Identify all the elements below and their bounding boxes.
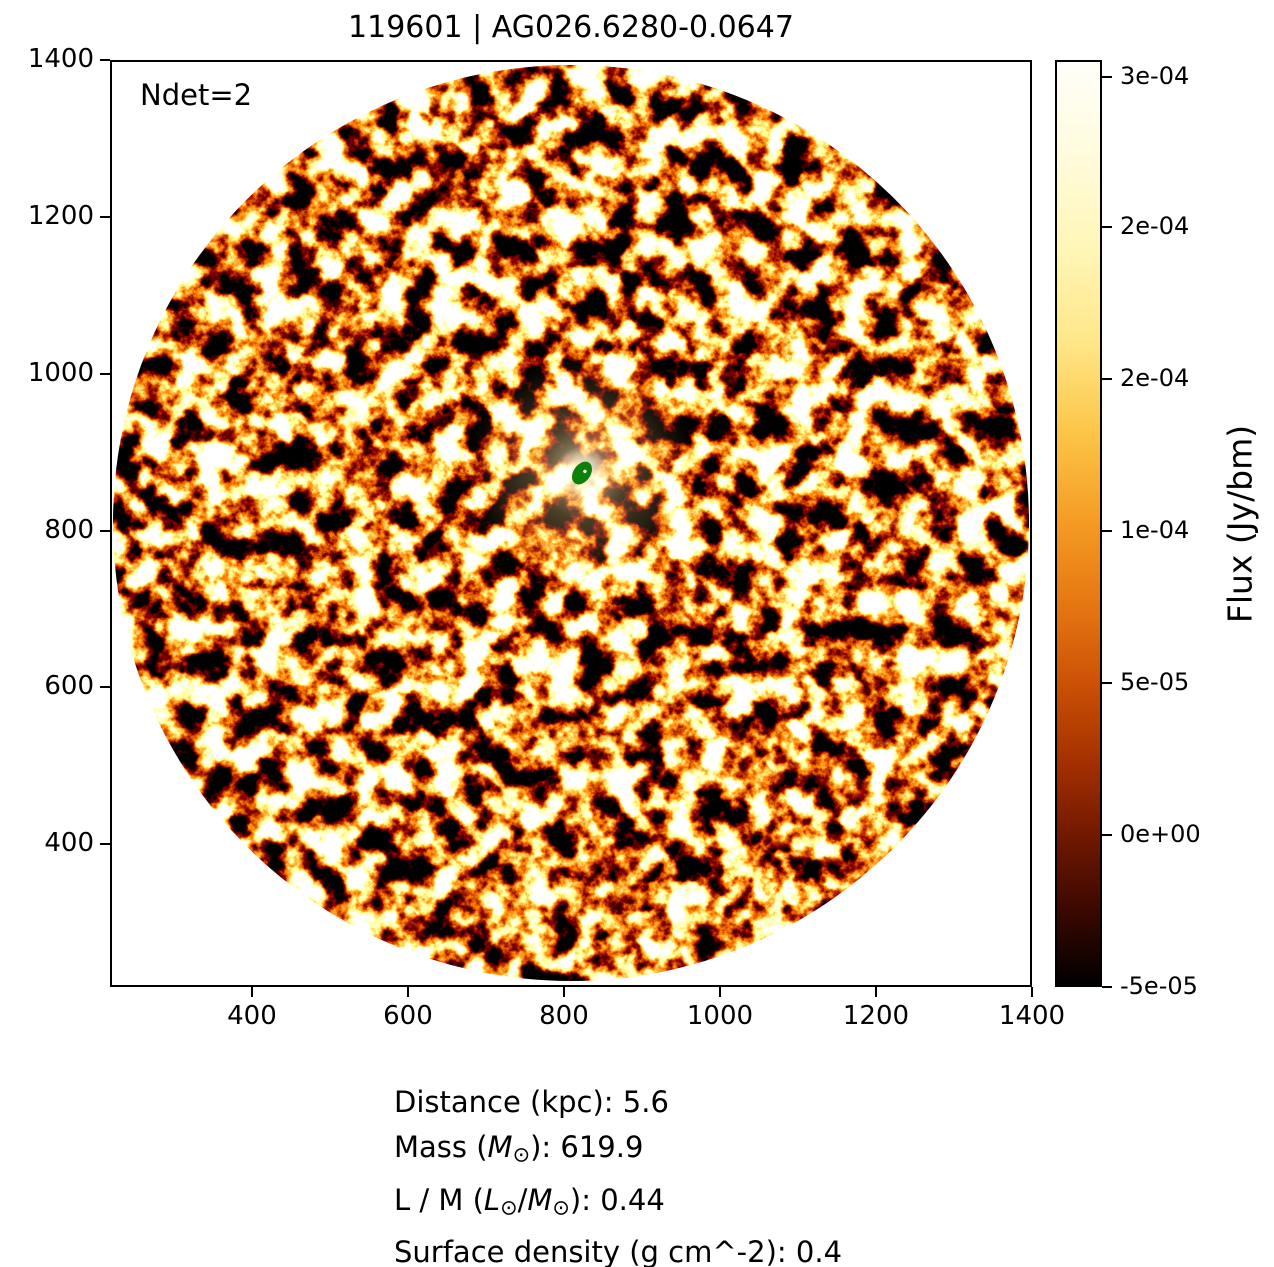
info-text-segment: / — [517, 1182, 528, 1217]
x-tick-mark — [406, 987, 409, 997]
x-tick-label: 400 — [227, 1001, 277, 1031]
colorbar-tick-mark — [1102, 75, 1112, 78]
colorbar-tick-mark — [1102, 681, 1112, 684]
y-tick-label: 400 — [44, 828, 94, 859]
colorbar-tick-label: 5e-05 — [1120, 667, 1190, 696]
info-text-segment: ): 619.9 — [530, 1130, 644, 1164]
x-tick-mark — [874, 987, 877, 997]
colorbar — [1055, 60, 1102, 987]
source-info-block: Distance (kpc): 5.6 Mass (M⊙): 619.9 L / M… — [394, 1080, 842, 1267]
x-tick-label: 1400 — [998, 1001, 1066, 1031]
info-line: Distance (kpc): 5.6 — [394, 1080, 842, 1125]
info-text-segment: M — [487, 1130, 513, 1164]
plot-axes: Ndet=2 — [110, 60, 1032, 987]
info-text-segment: Mass ( — [394, 1130, 488, 1164]
info-text-segment: L — [483, 1182, 501, 1217]
y-tick-mark — [100, 372, 110, 375]
y-tick-label: 1400 — [27, 44, 94, 74]
y-tick-mark — [100, 215, 110, 218]
info-text-segment: ): 0.44 — [569, 1182, 665, 1217]
y-tick-label: 800 — [44, 514, 94, 545]
info-text-segment: ⊙ — [500, 1195, 518, 1220]
x-tick-label: 1000 — [686, 1001, 754, 1031]
info-text-segment: M — [527, 1182, 553, 1217]
x-tick-mark — [562, 987, 565, 997]
y-tick-mark — [100, 529, 110, 532]
y-tick-mark — [100, 686, 110, 689]
page-title: 119601 | AG026.6280-0.0647 — [348, 10, 794, 45]
colorbar-tick-mark — [1102, 986, 1112, 988]
y-tick-mark — [100, 843, 110, 846]
x-tick-label: 1200 — [842, 1001, 910, 1031]
colorbar-tick-mark — [1102, 225, 1112, 228]
info-text-segment: ⊙ — [512, 1142, 531, 1167]
y-tick-mark — [100, 59, 110, 61]
y-tick-label: 600 — [44, 671, 94, 702]
colorbar-tick-label: 2e-04 — [1120, 211, 1190, 240]
colorbar-tick-mark — [1102, 377, 1112, 380]
info-text-segment: L / M ( — [394, 1182, 484, 1217]
colorbar-tick-label: -5e-05 — [1120, 972, 1198, 1000]
detection-ellipse-marker — [572, 461, 592, 485]
x-tick-mark — [1031, 987, 1033, 997]
colorbar-axis-label: Flux (Jy/bm) — [1220, 424, 1260, 623]
colorbar-tick-label: 1e-04 — [1120, 515, 1190, 544]
info-line: L / M (L⊙/M⊙): 0.44 — [394, 1178, 842, 1231]
colorbar-tick-mark — [1102, 833, 1112, 836]
circular-aperture — [113, 65, 1029, 981]
x-tick-label: 800 — [539, 1001, 589, 1031]
info-text-segment: Surface density (g cm^-2): 0.4 — [394, 1235, 843, 1267]
x-tick-mark — [250, 987, 253, 997]
colorbar-tick-label: 0e+00 — [1120, 819, 1201, 848]
x-tick-mark — [718, 987, 721, 997]
info-line: Surface density (g cm^-2): 0.4 — [394, 1230, 842, 1267]
colorbar-tick-label: 2e-04 — [1120, 363, 1190, 392]
x-tick-label: 600 — [383, 1001, 433, 1031]
ndet-annotation: Ndet=2 — [140, 78, 253, 112]
colorbar-tick-mark — [1102, 529, 1112, 532]
colorbar-tick-label: 3e-04 — [1120, 61, 1190, 90]
info-text-segment: ⊙ — [552, 1195, 570, 1220]
info-line: Mass (M⊙): 619.9 — [394, 1125, 842, 1178]
noise-map-image — [113, 65, 1029, 981]
green-ellipse — [572, 461, 592, 485]
y-tick-label: 1200 — [27, 200, 94, 231]
info-text-segment: Distance (kpc): 5.6 — [394, 1085, 669, 1119]
y-tick-label: 1000 — [27, 357, 94, 388]
marker-center-dot — [583, 469, 587, 474]
